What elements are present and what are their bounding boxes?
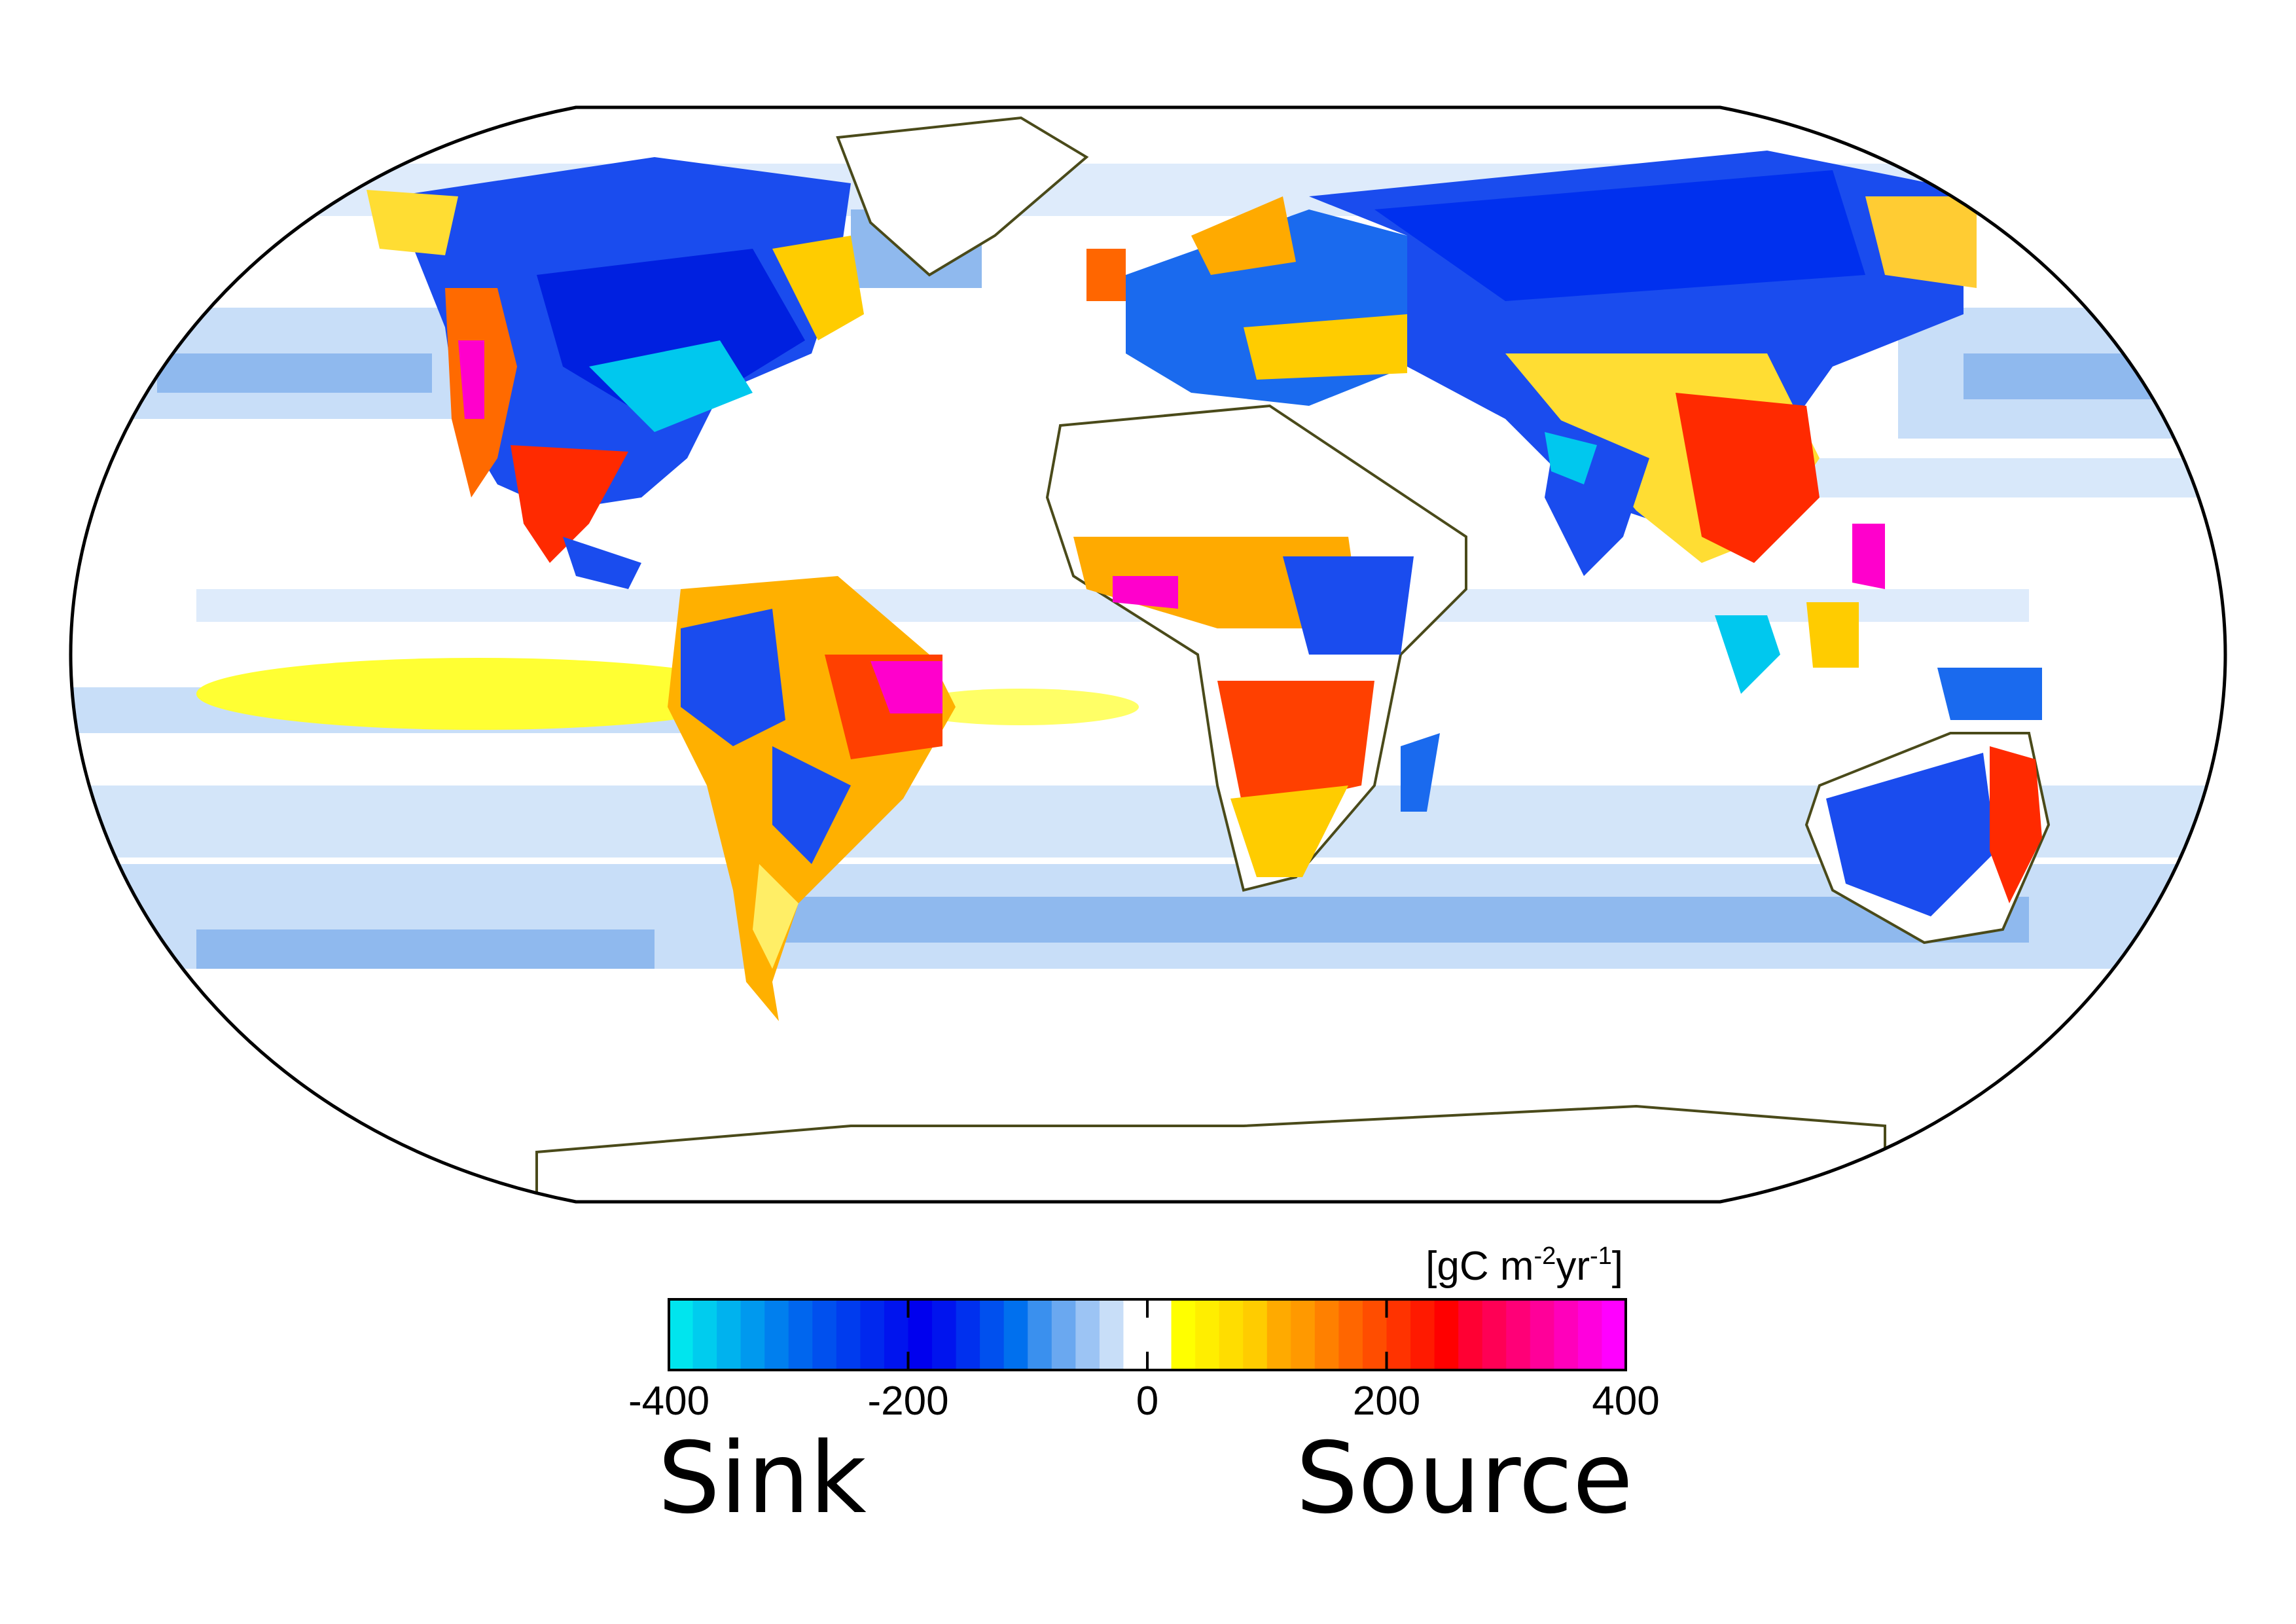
colorbar: -400 -200 0 200 400 [gC m-2yr-1] Sink Source — [628, 1242, 1660, 1536]
colorbar-swatch — [764, 1299, 789, 1370]
map-field — [71, 107, 2225, 1202]
colorbar-swatch — [1602, 1299, 1626, 1370]
colorbar-swatch — [1338, 1299, 1363, 1370]
colorbar-tick-label: -200 — [867, 1379, 948, 1424]
map — [69, 105, 2227, 1204]
asia — [1309, 151, 1977, 589]
colorbar-swatch — [1028, 1299, 1052, 1370]
australia — [1804, 732, 2051, 945]
sink-label: Sink — [658, 1422, 867, 1536]
ocean-flux-bands-strong — [157, 209, 2225, 969]
colorbar-swatch — [1530, 1299, 1554, 1370]
source-label: Source — [1296, 1422, 1633, 1536]
colorbar-swatch — [1195, 1299, 1220, 1370]
colorbar-swatch — [1386, 1299, 1411, 1370]
colorbar-swatch — [1051, 1299, 1076, 1370]
colorbar-swatch — [1434, 1299, 1459, 1370]
colorbar-ticks: -400 -200 0 200 400 — [628, 1299, 1660, 1424]
greenland — [836, 116, 1089, 277]
colorbar-swatch — [860, 1299, 885, 1370]
colorbar-swatch — [884, 1299, 909, 1370]
maritime-southeast-asia — [1715, 602, 2042, 720]
colorbar-swatch — [788, 1299, 813, 1370]
colorbar-swatch — [932, 1299, 957, 1370]
colorbar-swatch — [1123, 1299, 1148, 1370]
colorbar-swatch — [740, 1299, 765, 1370]
colorbar-swatch — [1554, 1299, 1579, 1370]
antarctica — [535, 1104, 1886, 1202]
colorbar-swatch — [1171, 1299, 1196, 1370]
colorbar-swatches — [669, 1299, 1626, 1370]
colorbar-tick-label: 200 — [1353, 1379, 1420, 1424]
colorbar-unit: [gC m-2yr-1] — [1426, 1242, 1623, 1289]
colorbar-swatch — [1314, 1299, 1339, 1370]
colorbar-swatch — [1003, 1299, 1028, 1370]
colorbar-swatch — [1410, 1299, 1435, 1370]
north-america — [367, 157, 864, 589]
map-outline — [69, 105, 2227, 1204]
colorbar-swatch — [1577, 1299, 1603, 1370]
colorbar-swatch — [1291, 1299, 1316, 1370]
colorbar-swatch — [908, 1299, 933, 1370]
europe — [1086, 196, 1407, 406]
colorbar-swatch — [1458, 1299, 1483, 1370]
colorbar-swatch — [1266, 1299, 1291, 1370]
colorbar-swatch — [812, 1299, 837, 1370]
africa — [1045, 404, 1467, 892]
colorbar-swatch — [1506, 1299, 1531, 1370]
colorbar-swatch — [692, 1299, 717, 1370]
colorbar-tick-label: 400 — [1592, 1379, 1659, 1424]
colorbar-swatch — [717, 1299, 742, 1370]
equatorial-pacific-band — [196, 658, 1139, 730]
south-america — [668, 576, 956, 1021]
colorbar-swatch — [669, 1299, 694, 1370]
colorbar-swatch — [980, 1299, 1005, 1370]
colorbar-swatch — [1099, 1299, 1124, 1370]
colorbar-swatch — [836, 1299, 861, 1370]
colorbar-swatch — [956, 1299, 980, 1370]
colorbar-swatch — [1243, 1299, 1268, 1370]
colorbar-swatch — [1482, 1299, 1507, 1370]
colorbar-tick-label: -400 — [628, 1379, 709, 1424]
colorbar-swatch — [1219, 1299, 1244, 1370]
colorbar-swatch — [1362, 1299, 1388, 1370]
colorbar-swatch — [1147, 1299, 1172, 1370]
colorbar-tick-label: 0 — [1136, 1379, 1158, 1424]
colorbar-swatch — [1075, 1299, 1100, 1370]
